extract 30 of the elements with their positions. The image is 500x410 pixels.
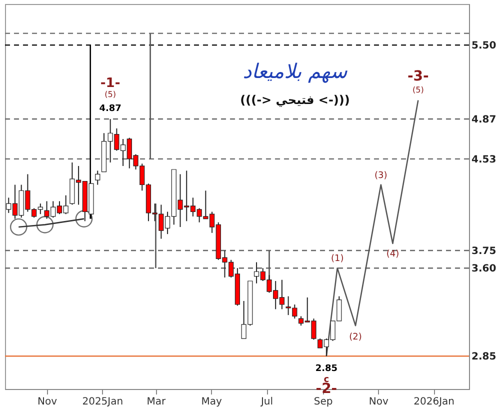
annotation: 4.87 [99,104,122,114]
y-tick-label: 2.85 [472,352,496,363]
x-tick-label: Nov [38,396,58,408]
point [36,216,54,234]
x-tick-label: Nov [368,396,389,408]
annotation: (1) [330,254,344,264]
y-tick-label: 4.87 [472,114,496,126]
x-tick-label: May [201,396,222,408]
annotation: -1- [100,76,120,92]
point [10,218,28,236]
y-tick-label: 3.75 [472,246,496,257]
candlestick [95,170,100,186]
annotation: (5) [104,90,116,100]
annotation: (3) [374,170,388,181]
y-tick-label: 3.60 [472,264,496,275]
annotation: 2.85 [315,364,338,374]
annotation: (5) [412,85,424,94]
y-tick-label: 4.53 [472,154,496,166]
x-tick-label: 2025Jan [82,396,124,408]
annotation: (4) [386,249,400,260]
x-tick-label: Jul [260,396,274,408]
point [75,210,93,228]
x-tick-label: Sep [314,396,333,408]
annotation: (2) [349,332,362,343]
text: (((-> فتيحي <-))) [240,93,350,107]
y-tick-label: 5.50 [472,40,496,52]
x-tick-label: Mar [146,396,167,408]
x-tick-label: 2026Jan [414,396,455,408]
annotation: -3- [407,68,430,84]
text: سهم بلاميعاد [242,59,348,83]
